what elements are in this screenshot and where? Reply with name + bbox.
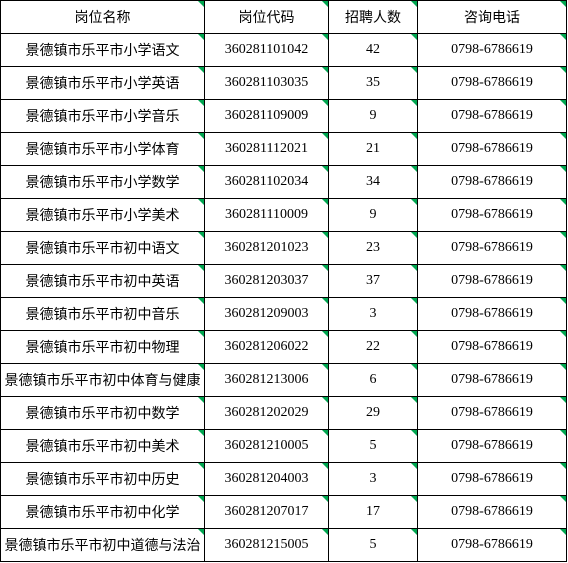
cell-phone: 0798-6786619 <box>418 496 567 529</box>
table-row: 景德镇市乐平市初中美术36028121000550798-6786619 <box>1 430 567 463</box>
table-row: 景德镇市乐平市初中物理360281206022220798-6786619 <box>1 331 567 364</box>
cell-position-code: 360281210005 <box>205 430 329 463</box>
cell-phone: 0798-6786619 <box>418 397 567 430</box>
cell-recruit-count: 9 <box>329 199 418 232</box>
table-header-row: 岗位名称 岗位代码 招聘人数 咨询电话 <box>1 1 567 34</box>
cell-position-name: 景德镇市乐平市初中体育与健康 <box>1 364 205 397</box>
cell-phone: 0798-6786619 <box>418 331 567 364</box>
header-position-code: 岗位代码 <box>205 1 329 34</box>
recruitment-table: 岗位名称 岗位代码 招聘人数 咨询电话 景德镇市乐平市小学语文360281101… <box>0 0 567 562</box>
cell-position-name: 景德镇市乐平市初中音乐 <box>1 298 205 331</box>
table-row: 景德镇市乐平市初中英语360281203037370798-6786619 <box>1 265 567 298</box>
table-row: 景德镇市乐平市初中数学360281202029290798-6786619 <box>1 397 567 430</box>
cell-recruit-count: 3 <box>329 463 418 496</box>
table-row: 景德镇市乐平市初中语文360281201023230798-6786619 <box>1 232 567 265</box>
cell-position-name: 景德镇市乐平市小学体育 <box>1 133 205 166</box>
cell-position-name: 景德镇市乐平市初中数学 <box>1 397 205 430</box>
cell-position-code: 360281102034 <box>205 166 329 199</box>
cell-phone: 0798-6786619 <box>418 265 567 298</box>
cell-phone: 0798-6786619 <box>418 133 567 166</box>
cell-recruit-count: 3 <box>329 298 418 331</box>
table-row: 景德镇市乐平市初中体育与健康36028121300660798-6786619 <box>1 364 567 397</box>
cell-recruit-count: 29 <box>329 397 418 430</box>
cell-phone: 0798-6786619 <box>418 298 567 331</box>
cell-recruit-count: 37 <box>329 265 418 298</box>
cell-phone: 0798-6786619 <box>418 67 567 100</box>
cell-position-name: 景德镇市乐平市初中语文 <box>1 232 205 265</box>
cell-position-name: 景德镇市乐平市初中物理 <box>1 331 205 364</box>
cell-position-code: 360281206022 <box>205 331 329 364</box>
table-row: 景德镇市乐平市初中道德与法治36028121500550798-6786619 <box>1 529 567 562</box>
cell-recruit-count: 23 <box>329 232 418 265</box>
cell-recruit-count: 34 <box>329 166 418 199</box>
cell-phone: 0798-6786619 <box>418 430 567 463</box>
table-row: 景德镇市乐平市小学音乐36028110900990798-6786619 <box>1 100 567 133</box>
cell-position-code: 360281201023 <box>205 232 329 265</box>
cell-position-code: 360281109009 <box>205 100 329 133</box>
cell-recruit-count: 35 <box>329 67 418 100</box>
cell-phone: 0798-6786619 <box>418 529 567 562</box>
cell-phone: 0798-6786619 <box>418 100 567 133</box>
cell-phone: 0798-6786619 <box>418 364 567 397</box>
cell-position-code: 360281209003 <box>205 298 329 331</box>
cell-phone: 0798-6786619 <box>418 199 567 232</box>
cell-phone: 0798-6786619 <box>418 166 567 199</box>
cell-position-name: 景德镇市乐平市小学英语 <box>1 67 205 100</box>
cell-position-name: 景德镇市乐平市初中道德与法治 <box>1 529 205 562</box>
cell-phone: 0798-6786619 <box>418 34 567 67</box>
cell-position-code: 360281202029 <box>205 397 329 430</box>
cell-position-name: 景德镇市乐平市初中历史 <box>1 463 205 496</box>
cell-position-name: 景德镇市乐平市小学语文 <box>1 34 205 67</box>
table-body: 景德镇市乐平市小学语文360281101042420798-6786619景德镇… <box>1 34 567 562</box>
cell-recruit-count: 21 <box>329 133 418 166</box>
cell-position-name: 景德镇市乐平市小学数学 <box>1 166 205 199</box>
table-row: 景德镇市乐平市初中历史36028120400330798-6786619 <box>1 463 567 496</box>
table-row: 景德镇市乐平市小学美术36028111000990798-6786619 <box>1 199 567 232</box>
cell-position-code: 360281112021 <box>205 133 329 166</box>
cell-position-code: 360281207017 <box>205 496 329 529</box>
cell-recruit-count: 17 <box>329 496 418 529</box>
cell-position-code: 360281215005 <box>205 529 329 562</box>
cell-recruit-count: 9 <box>329 100 418 133</box>
cell-position-name: 景德镇市乐平市小学美术 <box>1 199 205 232</box>
cell-recruit-count: 42 <box>329 34 418 67</box>
table-row: 景德镇市乐平市初中音乐36028120900330798-6786619 <box>1 298 567 331</box>
cell-position-code: 360281103035 <box>205 67 329 100</box>
table-row: 景德镇市乐平市小学英语360281103035350798-6786619 <box>1 67 567 100</box>
cell-position-code: 360281204003 <box>205 463 329 496</box>
cell-position-code: 360281110009 <box>205 199 329 232</box>
header-recruit-count: 招聘人数 <box>329 1 418 34</box>
header-phone: 咨询电话 <box>418 1 567 34</box>
cell-phone: 0798-6786619 <box>418 463 567 496</box>
cell-recruit-count: 5 <box>329 529 418 562</box>
cell-position-name: 景德镇市乐平市初中美术 <box>1 430 205 463</box>
cell-position-name: 景德镇市乐平市小学音乐 <box>1 100 205 133</box>
cell-position-code: 360281203037 <box>205 265 329 298</box>
header-position-name: 岗位名称 <box>1 1 205 34</box>
cell-recruit-count: 6 <box>329 364 418 397</box>
table-row: 景德镇市乐平市小学数学360281102034340798-6786619 <box>1 166 567 199</box>
cell-position-name: 景德镇市乐平市初中英语 <box>1 265 205 298</box>
cell-recruit-count: 5 <box>329 430 418 463</box>
table-row: 景德镇市乐平市小学体育360281112021210798-6786619 <box>1 133 567 166</box>
cell-phone: 0798-6786619 <box>418 232 567 265</box>
cell-position-code: 360281213006 <box>205 364 329 397</box>
table-row: 景德镇市乐平市初中化学360281207017170798-6786619 <box>1 496 567 529</box>
cell-position-code: 360281101042 <box>205 34 329 67</box>
cell-position-name: 景德镇市乐平市初中化学 <box>1 496 205 529</box>
cell-recruit-count: 22 <box>329 331 418 364</box>
table-row: 景德镇市乐平市小学语文360281101042420798-6786619 <box>1 34 567 67</box>
